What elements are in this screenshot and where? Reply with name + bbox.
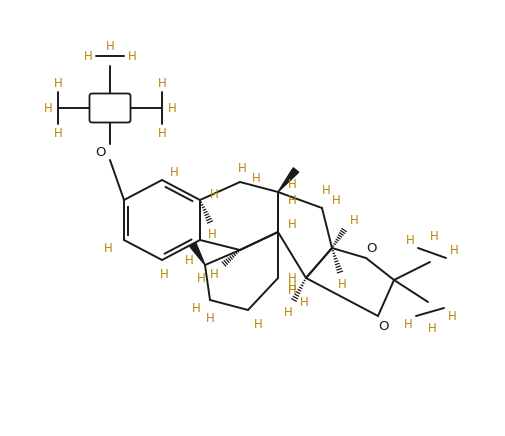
Text: H: H xyxy=(405,234,414,246)
Polygon shape xyxy=(189,243,205,265)
Text: H: H xyxy=(349,214,358,226)
Text: H: H xyxy=(287,272,296,285)
Text: H: H xyxy=(83,50,92,62)
Text: H: H xyxy=(321,184,330,197)
Text: H: H xyxy=(196,272,205,286)
Text: O: O xyxy=(95,146,106,159)
Text: H: H xyxy=(253,317,262,330)
Text: H: H xyxy=(207,228,216,241)
Text: H: H xyxy=(287,279,296,293)
Text: H: H xyxy=(191,302,200,314)
Text: H: H xyxy=(299,296,308,309)
Text: H: H xyxy=(209,187,218,201)
Text: H: H xyxy=(237,161,246,174)
Text: H: H xyxy=(158,126,166,140)
Text: H: H xyxy=(287,218,296,231)
Text: H: H xyxy=(251,171,260,184)
Text: H: H xyxy=(104,242,112,255)
Text: H: H xyxy=(54,126,62,140)
Text: H: H xyxy=(43,102,53,115)
Text: Si: Si xyxy=(106,102,118,115)
Text: H: H xyxy=(167,102,176,115)
Text: H: H xyxy=(106,40,114,52)
Text: H: H xyxy=(158,76,166,89)
Text: H: H xyxy=(449,243,458,256)
Text: H: H xyxy=(287,194,296,207)
Text: H: H xyxy=(159,268,168,280)
FancyBboxPatch shape xyxy=(89,93,130,123)
Text: H: H xyxy=(287,177,296,191)
Polygon shape xyxy=(277,168,298,192)
Text: O: O xyxy=(366,242,377,255)
Text: H: H xyxy=(205,311,214,324)
Text: H: H xyxy=(429,229,437,242)
Text: H: H xyxy=(184,255,193,268)
Text: H: H xyxy=(54,76,62,89)
Text: O: O xyxy=(378,320,388,333)
Text: H: H xyxy=(283,306,292,319)
Text: H: H xyxy=(287,283,296,296)
Text: H: H xyxy=(337,277,346,290)
Text: H: H xyxy=(127,50,136,62)
Text: H: H xyxy=(447,310,456,323)
Text: H: H xyxy=(331,194,340,207)
Text: H: H xyxy=(403,317,412,330)
Text: H: H xyxy=(169,166,178,178)
Text: H: H xyxy=(209,268,218,280)
Text: H: H xyxy=(427,321,435,334)
